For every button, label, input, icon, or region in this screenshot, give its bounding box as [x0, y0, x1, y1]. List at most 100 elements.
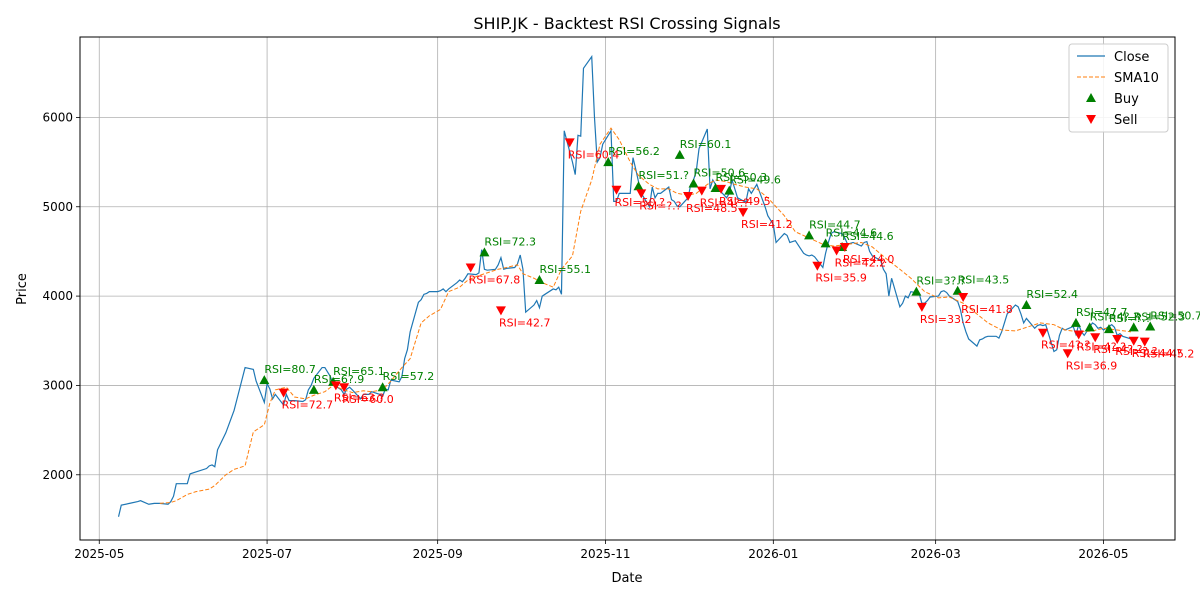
sell-signal-marker — [564, 138, 575, 148]
sell-signal-marker — [831, 246, 842, 256]
buy-signal-marker — [688, 178, 699, 188]
buy-signal-label: RSI=?.? — [1109, 312, 1151, 325]
x-tick-label: 2025-07 — [242, 547, 292, 561]
buy-signal-label: RSI=44.6 — [826, 226, 878, 239]
sell-signal-label: RSI=33.2 — [920, 313, 972, 326]
sell-signal-label: RSI=44.? — [1132, 347, 1183, 360]
buy-signal-marker — [952, 285, 963, 295]
sell-signal-marker — [958, 292, 969, 302]
x-tick-label: 2026-05 — [1078, 547, 1128, 561]
sell-signal-marker — [636, 189, 647, 199]
legend-sma-label: SMA10 — [1114, 71, 1159, 86]
buy-signal-marker — [308, 384, 319, 394]
buy-signal-label: RSI=57.2 — [383, 370, 435, 383]
buy-signal-label: RSI=52.3 — [1134, 310, 1186, 323]
x-tick-label: 2026-03 — [911, 547, 961, 561]
sma10-line — [159, 127, 1132, 504]
buy-signal-marker — [1128, 322, 1139, 332]
sell-signal-label: RSI=48.5 — [686, 202, 738, 215]
sell-signal-label: RSI=4?.? — [1093, 343, 1142, 356]
legend-box — [1068, 43, 1169, 133]
buy-signal-marker — [1021, 300, 1032, 310]
y-tick-label: 3000 — [42, 378, 73, 392]
buy-signal-label: RSI=50.3 — [716, 171, 768, 184]
sell-signal-marker — [916, 302, 927, 312]
sell-signal-marker — [1139, 337, 1150, 347]
buy-signal-label: RSI=51.? — [639, 169, 690, 182]
buy-signal-marker — [534, 275, 545, 285]
close-price-line — [117, 54, 1135, 517]
buy-signal-label: RSI=65.1 — [333, 365, 385, 378]
sell-signal-label: RSI=?.? — [639, 199, 681, 212]
sell-signal-marker — [1112, 334, 1123, 344]
sell-signal-label: RSI=60.4 — [568, 148, 620, 161]
sell-signal-marker — [738, 208, 749, 218]
sell-signal-marker — [465, 263, 476, 273]
buy-signal-marker — [1103, 324, 1114, 334]
sell-signal-marker — [330, 381, 341, 391]
y-tick-label: 6000 — [42, 110, 73, 124]
y-axis-label: Price — [15, 273, 30, 305]
legend: Close SMA10 Buy Sell — [1068, 43, 1169, 133]
plot-frame — [79, 36, 1176, 541]
buy-signal-label: RSI=44.6 — [842, 230, 894, 243]
buy-signal-label: RSI=50.6 — [694, 167, 746, 180]
sell-signal-label: RSI=4?.? — [700, 197, 749, 210]
x-axis-ticks: 2025-05 2025-07 2025-09 2025-11 2026-01 2026-… — [74, 540, 1129, 561]
sell-signal-marker — [339, 383, 350, 393]
buy-signal-label: RSI=6?.9 — [314, 373, 364, 386]
buy-signal-label: RSI=52.4 — [1026, 288, 1078, 301]
buy-signal-label: RSI=44.7 — [809, 218, 861, 231]
series-layer — [117, 54, 1135, 517]
legend-buy-label: Buy — [1114, 92, 1139, 107]
buy-signal-label: RSI=60.1 — [680, 138, 732, 151]
buy-signal-marker — [633, 181, 644, 191]
buy-signal-marker — [1145, 321, 1156, 331]
sell-signal-marker — [611, 185, 622, 195]
buy-signal-marker — [377, 382, 388, 392]
y-tick-label: 4000 — [42, 289, 73, 303]
buy-signal-marker — [911, 286, 922, 296]
sell-signal-marker — [495, 306, 506, 316]
sell-signal-label: RSI=63.? — [334, 391, 385, 404]
sell-signal-label: RSI=42.2 — [835, 257, 887, 270]
sell-signal-label: RSI=4?.? — [1077, 341, 1126, 354]
sell-signal-label: RSI=49.5 — [719, 195, 771, 208]
x-axis-label: Date — [611, 571, 642, 586]
buy-signal-marker — [724, 185, 735, 195]
buy-signal-label: RSI=55.1 — [539, 263, 591, 276]
sell-signal-marker — [278, 388, 289, 398]
sell-signal-marker — [696, 186, 707, 196]
sell-signal-marker — [1073, 330, 1084, 340]
buy-signal-label: RSI=72.3 — [484, 235, 536, 248]
x-tick-label: 2025-05 — [74, 547, 124, 561]
buy-signal-marker — [674, 149, 685, 159]
buy-signal-label: RSI=56.2 — [608, 145, 660, 158]
sell-signal-label: RSI=44.0 — [843, 253, 895, 266]
legend-close-label: Close — [1114, 50, 1149, 65]
buy-signal-marker — [603, 157, 614, 167]
y-tick-label: 2000 — [42, 468, 73, 482]
buy-signal-marker — [1070, 317, 1081, 327]
buy-signal-label: RSI=47.7 — [1076, 306, 1128, 319]
x-tick-label: 2025-11 — [580, 547, 630, 561]
buy-signal-label: RSI=3?.? — [916, 275, 965, 288]
sell-signal-label: RSI=41.2 — [741, 218, 793, 231]
x-tick-label: 2025-09 — [413, 547, 463, 561]
sell-signal-marker — [839, 242, 850, 252]
sell-signal-label: RSI=45.2 — [1143, 348, 1195, 361]
sell-signal-label: RSI=67.8 — [469, 274, 521, 287]
sell-signal-marker — [716, 184, 727, 194]
buy-signal-marker — [820, 238, 831, 248]
sell-signal-marker — [1090, 333, 1101, 343]
buy-signal-label: RSI=43.5 — [958, 274, 1010, 287]
sell-signal-marker — [683, 192, 694, 202]
sell-signal-label: RSI=41.8 — [961, 303, 1013, 316]
sell-signal-marker — [1037, 328, 1048, 338]
chart-title: SHIP.JK - Backtest RSI Crossing Signals — [473, 14, 780, 33]
sell-signal-label: RSI=42.7 — [499, 316, 551, 329]
buy-signal-label: RSI=4?.? — [1090, 310, 1139, 323]
legend-sell-label: Sell — [1114, 113, 1137, 128]
